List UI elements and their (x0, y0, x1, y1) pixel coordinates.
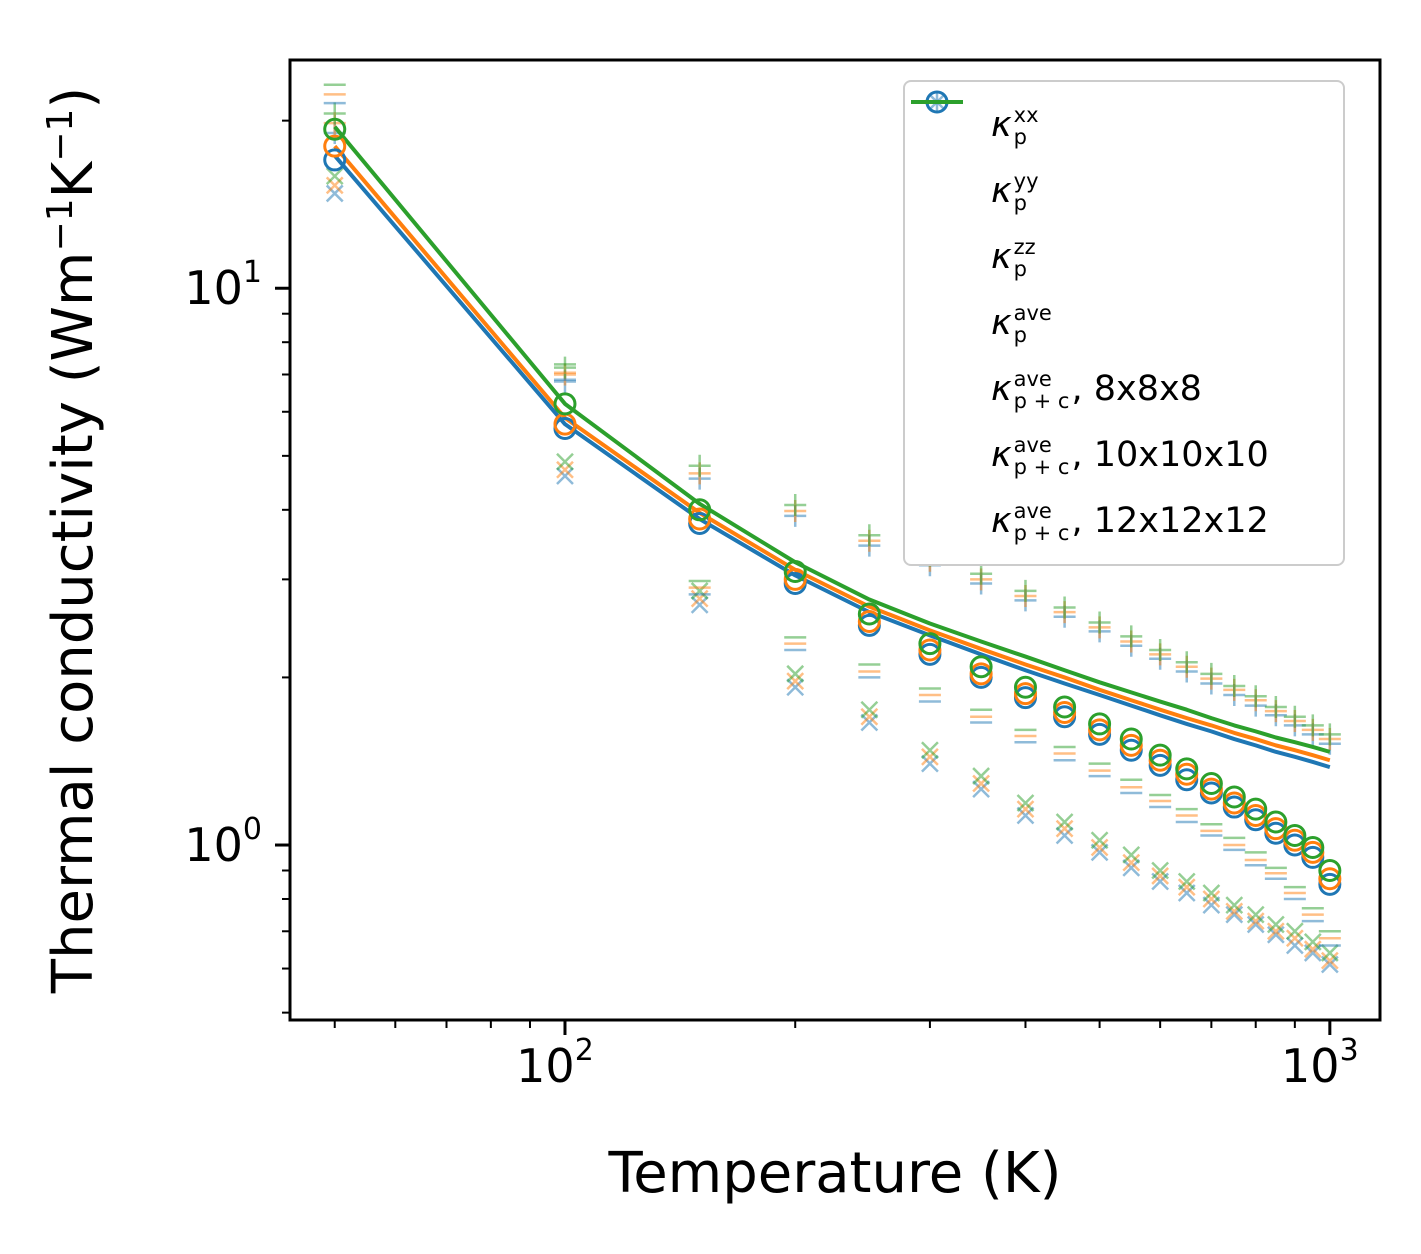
series-kappa_p_zz_8x8x8 (323, 101, 1341, 947)
legend-label-kpc-ave-12: κ ave p + c, 12x12x12 (991, 498, 1269, 545)
legend-label-kp-xx: κ xx p (991, 102, 1039, 149)
x-tick-label-3: 103 (1281, 1033, 1359, 1093)
plot-frame (288, 58, 1382, 1022)
legend-label-kp-ave: κ ave p (991, 300, 1052, 347)
series-kappa_p_yy_12x12x12 (325, 167, 1339, 962)
legend-item-kpc-ave-8: κ ave p + c, 8x8x8 (911, 100, 1337, 422)
legend-label-kp-zz: κ zz p (991, 234, 1036, 281)
legend: κ xx p κ yy p κ zz p κ ave p κ ave p + c, 8x8x8 κ ave p +… (903, 80, 1345, 566)
series-kappa_p_zz_10x10x10 (323, 93, 1341, 940)
series-kappa_p_zz_12x12x12 (323, 83, 1341, 933)
series-kappa_p_c_ave_12x12x12 (333, 125, 1331, 754)
legend-label-kpc-ave-8: κ ave p + c, 8x8x8 (991, 366, 1202, 413)
y-tick-label-1: 101 (184, 255, 262, 315)
legend-line-icon (911, 100, 963, 104)
legend-item-kp-xx: κ xx p (911, 91, 1337, 158)
series-kappa_p_c_ave_10x10x10 (333, 144, 1331, 763)
legend-item-kp-yy: κ yy p (911, 93, 1337, 224)
series-kappa_p_xx_12x12x12 (323, 102, 1341, 746)
series-kappa_p_ave_12x12x12 (323, 117, 1342, 883)
y-tick-label-0: 100 (184, 812, 262, 872)
legend-item-kpc-ave-10: κ ave p + c, 10x10x10 (911, 100, 1337, 488)
legend-label-kp-yy: κ yy p (991, 168, 1039, 215)
x-tick-label-2: 102 (516, 1033, 594, 1093)
series-kappa_p_yy_10x10x10 (325, 176, 1339, 970)
legend-item-kp-ave: κ ave p (911, 90, 1337, 356)
x-axis-label: Temperature (K) (608, 1141, 1062, 1206)
legend-item-kpc-ave-12: κ ave p + c, 12x12x12 (911, 100, 1337, 554)
legend-item-kp-zz: κ zz p (911, 100, 1337, 290)
y-axis-label: Thermal conductivity (Wm−1​K−1​) (40, 87, 106, 994)
legend-label-kpc-ave-10: κ ave p + c, 10x10x10 (991, 432, 1269, 479)
series-kappa_p_c_ave_8x8x8 (333, 154, 1331, 770)
